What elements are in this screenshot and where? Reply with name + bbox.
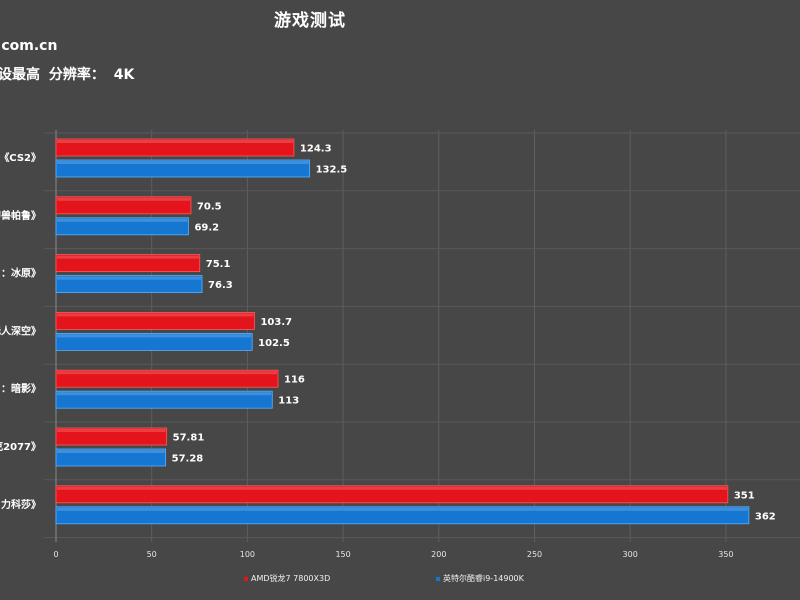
bar-highlight bbox=[57, 507, 748, 511]
value-label: 70.5 bbox=[197, 201, 222, 212]
value-label: 113 bbox=[278, 396, 299, 407]
chart-title: 游戏测试 bbox=[274, 11, 346, 31]
x-tick-label: 350 bbox=[718, 550, 733, 559]
bar-highlight bbox=[57, 140, 293, 143]
x-tick-label: 200 bbox=[431, 550, 446, 559]
bar-amd bbox=[55, 485, 729, 504]
bar-intel bbox=[55, 332, 253, 351]
category-label: ：暗影》 bbox=[1, 382, 41, 395]
bar-amd bbox=[55, 427, 168, 446]
x-tick-label: 300 bbox=[623, 550, 638, 559]
settings-subtitle: 设最高 分辨率： 4K bbox=[0, 67, 135, 83]
bar-highlight bbox=[57, 429, 166, 432]
legend-label-amd: AMD锐龙7 7800X3D bbox=[251, 574, 331, 583]
x-tick-label: 0 bbox=[53, 550, 58, 559]
x-tick-label: 150 bbox=[335, 550, 350, 559]
bar-highlight bbox=[57, 392, 272, 396]
category-label: 无人深空》 bbox=[0, 324, 41, 337]
value-label: 132.5 bbox=[316, 165, 348, 176]
category-label: ：冰原》 bbox=[1, 267, 41, 280]
bar-intel bbox=[55, 390, 273, 409]
bar-highlight bbox=[57, 276, 202, 280]
bar-amd bbox=[55, 369, 279, 388]
bar-highlight bbox=[57, 313, 254, 317]
bar-intel bbox=[55, 275, 203, 294]
bar-amd bbox=[55, 254, 201, 273]
legend-swatch-amd bbox=[244, 576, 248, 581]
value-label: 103.7 bbox=[260, 317, 292, 328]
source-subtitle: .com.cn bbox=[0, 38, 58, 54]
bar-highlight bbox=[57, 255, 199, 259]
bar-highlight bbox=[57, 334, 252, 338]
bar-amd bbox=[55, 196, 192, 215]
bar-highlight bbox=[57, 371, 278, 375]
x-tick-label: 250 bbox=[527, 550, 542, 559]
legend-label-intel: 英特尔酷睿i9-14900K bbox=[443, 574, 524, 583]
bar-highlight bbox=[57, 486, 727, 490]
value-label: 69.2 bbox=[194, 222, 219, 233]
bar-intel bbox=[55, 159, 311, 178]
x-tick-label: 50 bbox=[147, 550, 157, 559]
value-label: 124.3 bbox=[300, 144, 332, 155]
value-label: 76.3 bbox=[208, 280, 233, 291]
category-label: 《CS2》 bbox=[0, 151, 41, 164]
bar-highlight bbox=[57, 161, 309, 164]
value-label: 57.28 bbox=[172, 454, 204, 465]
bar-intel bbox=[55, 506, 750, 525]
bar-intel bbox=[55, 448, 167, 467]
legend: AMD锐龙7 7800X3D 英特尔酷睿i9-14900K bbox=[0, 573, 800, 587]
bar-highlight bbox=[57, 197, 190, 201]
value-label: 57.81 bbox=[173, 433, 205, 444]
value-label: 362 bbox=[755, 511, 776, 522]
bar-highlight bbox=[57, 218, 188, 222]
bar-intel bbox=[55, 217, 189, 236]
bar-amd bbox=[55, 311, 255, 330]
category-label: 克2077》 bbox=[0, 440, 41, 453]
legend-item-amd: AMD锐龙7 7800X3D bbox=[244, 573, 330, 584]
value-label: 351 bbox=[734, 490, 755, 501]
category-label: 力科莎》 bbox=[1, 498, 41, 511]
value-label: 116 bbox=[284, 375, 305, 386]
legend-swatch-intel bbox=[436, 576, 440, 581]
legend-item-intel: 英特尔酷睿i9-14900K bbox=[436, 573, 524, 584]
bar-amd bbox=[55, 138, 295, 157]
bar-highlight bbox=[57, 450, 165, 453]
category-label: 幻兽帕鲁》 bbox=[0, 209, 41, 222]
x-tick-label: 100 bbox=[240, 550, 255, 559]
value-label: 75.1 bbox=[206, 259, 231, 270]
value-label: 102.5 bbox=[258, 338, 290, 349]
